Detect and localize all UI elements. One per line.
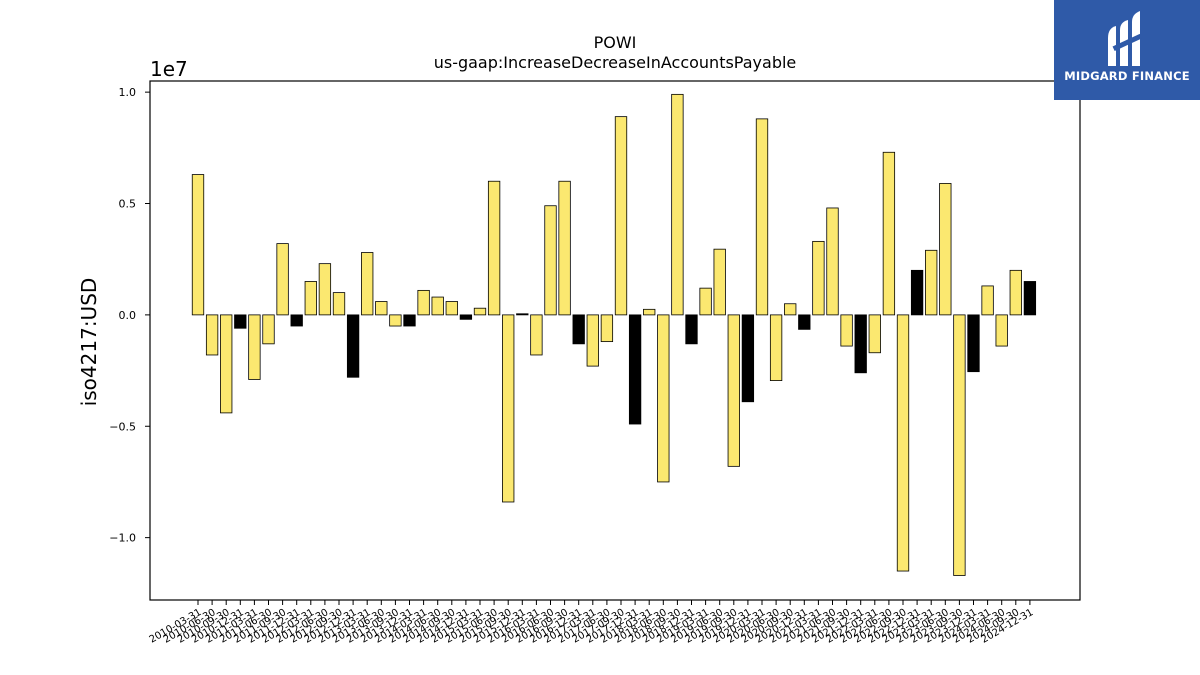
bar [431, 296, 444, 316]
plot-frame [149, 80, 1081, 601]
bar [854, 314, 867, 374]
bar [459, 314, 473, 320]
bar [558, 180, 571, 316]
bar [657, 314, 670, 483]
bar [332, 292, 346, 316]
bar [671, 93, 684, 316]
chart-title: POWI [594, 33, 637, 52]
bar [290, 314, 303, 327]
bar [586, 314, 599, 367]
y-tick-label: −1.0 [109, 532, 136, 545]
bar [953, 314, 966, 576]
bar [191, 174, 205, 316]
logo-text: MIDGARD FINANCE [1064, 69, 1190, 83]
y-multiplier-label: 1e7 [150, 57, 188, 81]
bar [995, 314, 1008, 347]
chart-subtitle: us-gaap:IncreaseDecreaseInAccountsPayabl… [434, 53, 797, 72]
bar [910, 269, 924, 316]
bar [544, 205, 557, 316]
bar [220, 314, 233, 414]
bar [925, 249, 938, 316]
bar [1023, 281, 1037, 316]
bar [318, 263, 332, 316]
y-tick-label: −0.5 [109, 420, 136, 433]
bar [473, 307, 487, 316]
bar [262, 314, 275, 345]
bar [798, 314, 811, 330]
bar [530, 314, 543, 356]
bar [981, 285, 994, 316]
bar [685, 314, 698, 345]
bar [445, 301, 458, 316]
bar [346, 314, 360, 378]
bar [1009, 269, 1022, 316]
bar [967, 314, 980, 373]
y-tick-label: 0.0 [119, 309, 137, 322]
bar [643, 308, 656, 316]
y-tick-label: 1.0 [119, 86, 137, 99]
bar [276, 243, 289, 316]
bar [403, 314, 416, 327]
bar [769, 314, 783, 381]
brand-logo: MIDGARD FINANCE [1054, 0, 1200, 100]
bar [741, 314, 755, 403]
bar [699, 287, 712, 316]
bar [812, 240, 825, 316]
bar [826, 207, 839, 316]
bar [417, 289, 430, 316]
bar [939, 183, 952, 316]
bar [375, 301, 388, 316]
bar [868, 314, 881, 354]
bar [784, 303, 797, 316]
bar [361, 252, 374, 316]
bar [600, 314, 614, 343]
y-axis-label: iso4217:USD [77, 278, 101, 407]
bar [614, 116, 628, 316]
bar [840, 314, 853, 347]
y-tick-label: 0.5 [119, 198, 137, 211]
bar [882, 151, 896, 316]
bar [755, 118, 769, 316]
bar [727, 314, 740, 467]
bar [516, 313, 529, 316]
bar [572, 314, 585, 345]
bar [304, 281, 317, 316]
midgard-logo-icon [1108, 11, 1142, 66]
bar [628, 314, 642, 425]
bar [487, 180, 501, 316]
bar [502, 314, 515, 503]
bar [896, 314, 910, 572]
bar [389, 314, 402, 327]
bar [234, 314, 247, 329]
bar [248, 314, 261, 380]
bar [205, 314, 219, 356]
bar [713, 248, 726, 316]
